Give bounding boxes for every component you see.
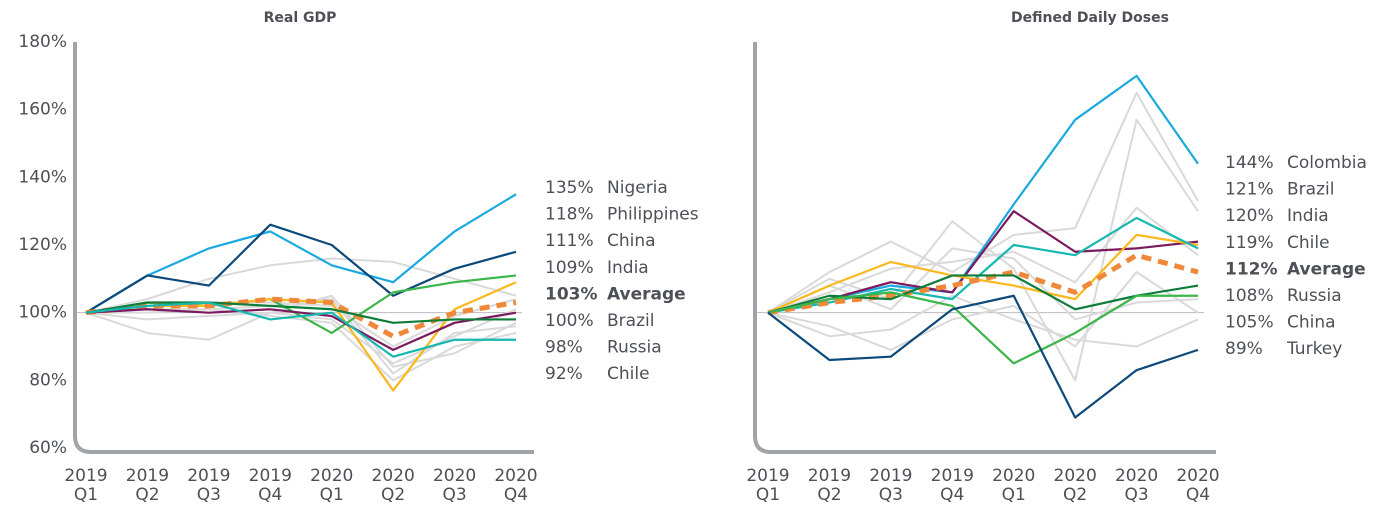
legend-label: Russia <box>1287 286 1342 306</box>
x-tick-label: 2019 Q4 <box>931 466 974 505</box>
end-value-label: 103% <box>545 284 598 304</box>
end-value-label: 121% <box>1225 180 1274 200</box>
legend-label: Chile <box>1287 233 1330 253</box>
legend-label: Chile <box>607 364 650 384</box>
x-tick-label: 2019 Q1 <box>746 466 789 505</box>
chart-title: Defined Daily Doses <box>1011 10 1169 26</box>
y-tick-label: 140% <box>18 167 67 187</box>
end-value-label: 92% <box>545 364 583 384</box>
background-line <box>767 206 1199 314</box>
series-line <box>85 223 517 314</box>
end-value-label: 109% <box>545 258 594 278</box>
legend-label: Average <box>1287 259 1366 279</box>
legend-label: China <box>1287 313 1336 333</box>
x-tick-label: 2019 Q2 <box>808 466 851 505</box>
y-tick-label: 60% <box>29 438 67 458</box>
end-value-label: 112% <box>1225 259 1278 279</box>
end-value-label: 120% <box>1225 206 1274 226</box>
legend-label: Colombia <box>1287 153 1367 173</box>
y-tick-label: 120% <box>18 235 67 255</box>
series-line <box>767 291 1198 365</box>
series-line <box>767 294 1199 419</box>
legend-label: Turkey <box>1286 339 1342 359</box>
end-value-label: 98% <box>545 338 583 358</box>
x-tick-label: 2019 Q4 <box>249 466 292 505</box>
series-line <box>85 308 517 351</box>
y-tick-label: 180% <box>18 32 67 52</box>
end-value-label: 108% <box>1225 286 1274 306</box>
legend-label: Brazil <box>1287 180 1334 200</box>
x-tick-label: 2020 Q2 <box>1054 466 1097 505</box>
legend-label: Average <box>607 284 686 304</box>
x-tick-label: 2019 Q2 <box>126 466 169 505</box>
legend-label: Nigeria <box>607 178 668 198</box>
series-line <box>85 193 517 314</box>
x-tick-label: 2020 Q1 <box>992 466 1035 505</box>
end-value-label: 100% <box>545 311 594 331</box>
x-tick-label: 2020 Q2 <box>372 466 415 505</box>
legend-label: Russia <box>607 338 662 358</box>
background-line <box>767 294 1199 348</box>
legend-label: China <box>607 231 656 251</box>
series-line <box>85 301 516 358</box>
background-line <box>86 308 517 382</box>
end-value-label: 89% <box>1225 339 1263 359</box>
legend-label: India <box>607 258 649 278</box>
legend-label: India <box>1287 206 1329 226</box>
x-tick-label: 2020 Q4 <box>1176 466 1219 505</box>
background-line <box>85 257 517 314</box>
series-line <box>767 252 1199 316</box>
end-value-label: 135% <box>545 178 594 198</box>
x-tick-label: 2019 Q1 <box>64 466 107 505</box>
y-tick-label: 160% <box>18 100 67 120</box>
x-tick-label: 2019 Q3 <box>187 466 230 505</box>
end-value-label: 118% <box>545 205 594 225</box>
legend-label: Brazil <box>607 311 654 331</box>
chart-title: Real GDP <box>264 10 337 26</box>
series-line <box>767 274 1199 314</box>
x-tick-label: 2020 Q3 <box>1115 466 1158 505</box>
axis <box>73 42 534 454</box>
x-tick-label: 2019 Q3 <box>869 466 912 505</box>
axis <box>753 42 1216 454</box>
series-line <box>85 301 516 324</box>
y-tick-label: 80% <box>29 370 67 390</box>
x-tick-label: 2020 Q1 <box>310 466 353 505</box>
x-tick-label: 2020 Q3 <box>433 466 476 505</box>
series-line <box>767 233 1199 314</box>
legend-label: Philippines <box>607 205 699 225</box>
background-line <box>767 271 1199 351</box>
y-tick-label: 100% <box>18 303 67 323</box>
end-value-label: 144% <box>1225 153 1274 173</box>
end-value-label: 119% <box>1225 233 1274 253</box>
end-value-label: 105% <box>1225 313 1274 333</box>
end-value-label: 111% <box>545 231 594 251</box>
x-tick-label: 2020 Q4 <box>494 466 537 505</box>
